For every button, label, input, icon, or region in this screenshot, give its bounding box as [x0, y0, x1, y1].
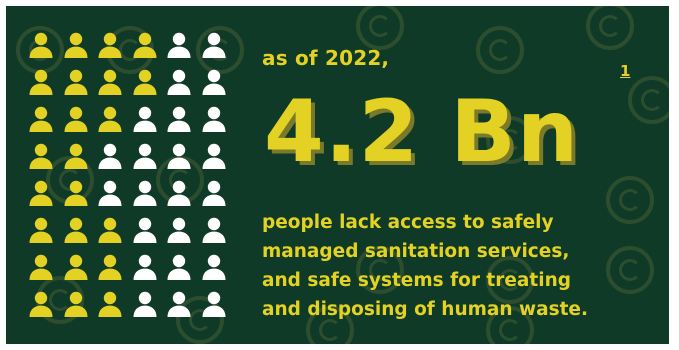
person-icon: [98, 106, 122, 132]
swirl-pattern-icon: [486, 306, 534, 344]
description-line: and safe systems for treating: [262, 270, 571, 291]
person-icon: [64, 254, 87, 280]
person-icon: [202, 106, 225, 132]
swirl-pattern-icon: [356, 6, 404, 50]
person-icon: [64, 32, 87, 58]
swirl-pattern-icon: [306, 306, 354, 344]
person-icon: [202, 143, 225, 169]
person-icon: [29, 143, 53, 169]
person-icon: [29, 291, 53, 317]
swirl-pattern-icon: [476, 26, 524, 74]
description-line: people lack access to safely: [262, 212, 554, 233]
person-icon: [64, 217, 87, 243]
person-icon: [98, 291, 122, 317]
person-icon: [64, 69, 87, 95]
person-icon: [202, 217, 225, 243]
person-icon: [167, 217, 191, 243]
person-icon: [29, 32, 53, 58]
swirl-pattern-icon: [586, 6, 634, 50]
person-icon: [133, 291, 156, 317]
person-icon: [133, 180, 156, 206]
person-icon: [133, 69, 156, 95]
infographic-card: as of 2022, 1 4.2 Bn people lack access …: [6, 6, 669, 344]
person-icon: [202, 291, 225, 317]
person-icon: [202, 254, 225, 280]
person-icon: [98, 180, 122, 206]
person-icon: [202, 32, 225, 58]
swirl-pattern-icon: [486, 256, 534, 304]
person-icon: [167, 254, 191, 280]
person-icon: [64, 106, 87, 132]
description: people lack access to safely managed san…: [262, 208, 667, 324]
person-icon: [167, 143, 191, 169]
person-icon: [29, 69, 53, 95]
intro-text: as of 2022,: [262, 46, 390, 70]
person-icon: [98, 143, 122, 169]
description-line: and disposing of human waste.: [262, 299, 589, 320]
person-icon: [167, 69, 191, 95]
description-line: managed sanitation services,: [262, 241, 570, 262]
person-icon: [202, 180, 225, 206]
person-icon: [167, 32, 191, 58]
person-icon: [133, 217, 156, 243]
person-icon: [202, 69, 225, 95]
person-icon: [133, 32, 156, 58]
swirl-pattern-icon: [486, 116, 534, 164]
person-icon: [98, 32, 122, 58]
person-icon: [29, 106, 53, 132]
swirl-pattern-icon: [606, 246, 654, 294]
person-icon: [167, 180, 191, 206]
swirl-pattern-icon: [606, 176, 654, 224]
person-icon: [98, 69, 122, 95]
person-icon: [98, 217, 122, 243]
person-icon: [133, 143, 156, 169]
person-icon: [167, 106, 191, 132]
person-icon: [98, 254, 122, 280]
person-icon: [64, 180, 87, 206]
headline-value: 4.2 Bn: [264, 82, 580, 182]
swirl-pattern-icon: [176, 296, 224, 344]
swirl-pattern-icon: [628, 76, 669, 124]
swirl-pattern-icon: [356, 246, 404, 294]
person-icon: [64, 291, 87, 317]
person-icon: [133, 106, 156, 132]
person-icon: [29, 180, 53, 206]
person-icon: [64, 143, 87, 169]
person-icon: [167, 291, 191, 317]
footnote-link[interactable]: 1: [620, 62, 631, 80]
person-icon: [29, 254, 53, 280]
person-icon: [29, 217, 53, 243]
person-icon: [133, 254, 156, 280]
